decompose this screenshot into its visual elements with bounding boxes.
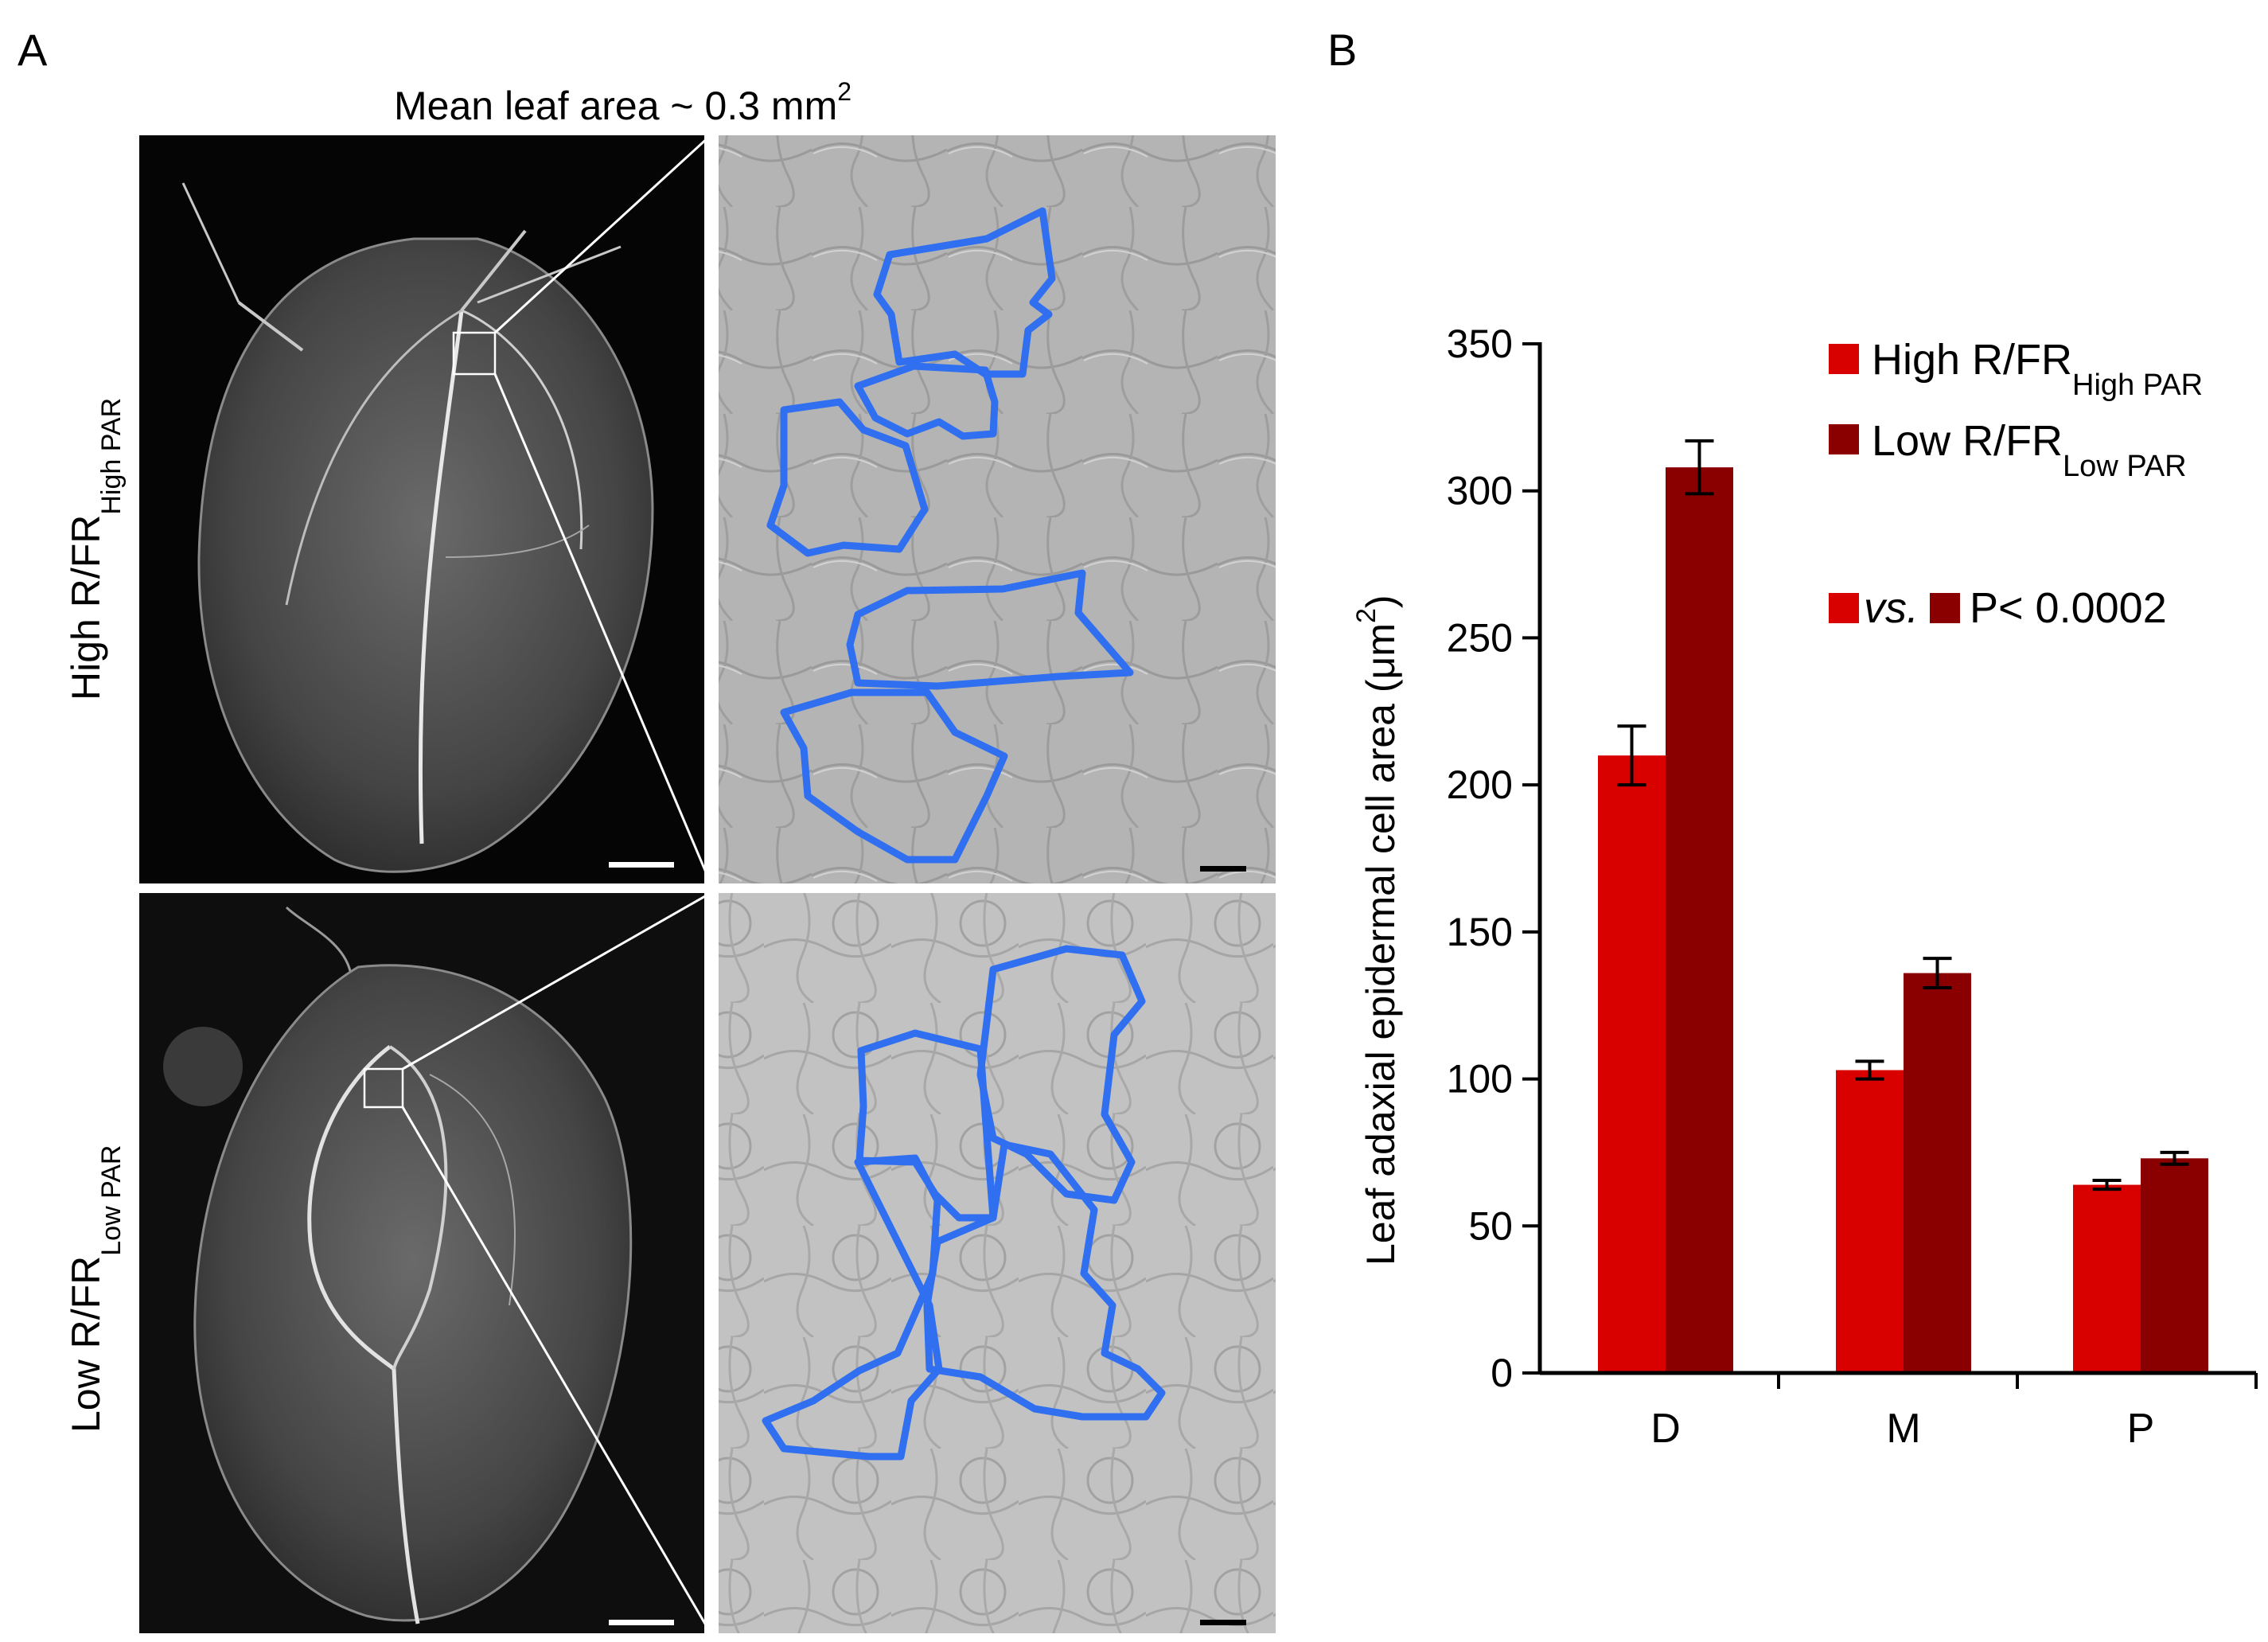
bar-chart: 0 50 100 150 200 250 300 350 D M P xyxy=(1447,322,2258,1452)
stat-swatch-high xyxy=(1829,593,1859,623)
cell-outlines-high xyxy=(766,207,1134,864)
stat-vs: vs. xyxy=(1864,584,1919,632)
bar-high-D xyxy=(1598,755,1666,1373)
legend-label-high-sub: High PAR xyxy=(2072,369,2203,402)
y-tick-label: 100 xyxy=(1447,1057,1513,1102)
row-label-low: Low R/FRLow PAR xyxy=(64,1145,127,1433)
zoom-line-high-top xyxy=(493,134,712,334)
row-label-high-sub: High PAR xyxy=(96,398,127,515)
x-tick-label: P xyxy=(2127,1406,2155,1452)
bar-high-M xyxy=(1836,1070,1904,1373)
y-tick-label: 0 xyxy=(1491,1351,1513,1395)
leaf-image-high xyxy=(139,135,704,883)
legend: High R/FRHigh PAR Low R/FRLow PAR vs. P<… xyxy=(1829,336,2203,632)
legend-label-high-main: High R/FR xyxy=(1872,336,2072,384)
y-tick-label: 150 xyxy=(1447,910,1513,954)
y-ticks: 0 50 100 150 200 250 300 350 xyxy=(1447,322,1540,1395)
y-tick-label: 300 xyxy=(1447,469,1513,513)
legend-label-low: Low R/FRLow PAR xyxy=(1872,417,2187,483)
zoom-line-high-bottom xyxy=(493,373,712,884)
row-label-low-main: Low R/FR xyxy=(64,1256,108,1433)
y-tick-label: 200 xyxy=(1447,762,1513,807)
legend-label-high: High R/FRHigh PAR xyxy=(1872,336,2203,402)
x-tick-label: D xyxy=(1650,1406,1681,1452)
panel-b-label: B xyxy=(1327,25,1357,75)
y-axis-title: Leaf adaxial epidermal cell area (μm2) xyxy=(1351,595,1403,1266)
y-tick-label: 250 xyxy=(1447,615,1513,660)
row-label-high: High R/FRHigh PAR xyxy=(64,398,127,700)
panel-a-title-sup: 2 xyxy=(837,77,851,106)
zoom-line-low-bottom xyxy=(401,1106,712,1634)
y-axis-title-main: Leaf adaxial epidermal cell area (μm xyxy=(1358,623,1403,1266)
y-tick-label: 350 xyxy=(1447,322,1513,366)
bars xyxy=(1598,467,2208,1374)
bar-high-P xyxy=(2073,1184,2141,1373)
leaf-image-low xyxy=(139,893,704,1633)
bar-low-P xyxy=(2141,1158,2208,1373)
panel-a-label: A xyxy=(18,25,48,75)
stat-p-value: P< 0.0002 xyxy=(1970,584,2167,632)
cell-outlines-low xyxy=(762,945,1166,1461)
y-axis-title-sup: 2 xyxy=(1351,608,1381,623)
cell-image-low xyxy=(719,893,1276,1633)
bar-low-D xyxy=(1666,467,1733,1374)
y-tick-label: 50 xyxy=(1468,1203,1513,1248)
stat-swatch-low xyxy=(1930,593,1960,623)
x-tick-label: M xyxy=(1886,1406,1920,1452)
legend-swatch-low xyxy=(1829,424,1859,454)
error-bars xyxy=(1617,439,2189,1192)
legend-swatch-high xyxy=(1829,344,1859,374)
row-label-high-main: High R/FR xyxy=(64,515,108,700)
legend-label-low-sub: Low PAR xyxy=(2063,450,2187,483)
panel-a-title-main: Mean leaf area ~ 0.3 mm xyxy=(394,84,837,128)
cell-image-high xyxy=(719,135,1276,883)
y-axis-title-close: ) xyxy=(1358,595,1403,608)
zoom-line-low-top xyxy=(402,891,711,1071)
bar-low-M xyxy=(1904,973,1971,1373)
panel-a-title: Mean leaf area ~ 0.3 mm2 xyxy=(394,77,851,128)
row-label-low-sub: Low PAR xyxy=(96,1145,127,1256)
legend-label-low-main: Low R/FR xyxy=(1872,417,2063,465)
